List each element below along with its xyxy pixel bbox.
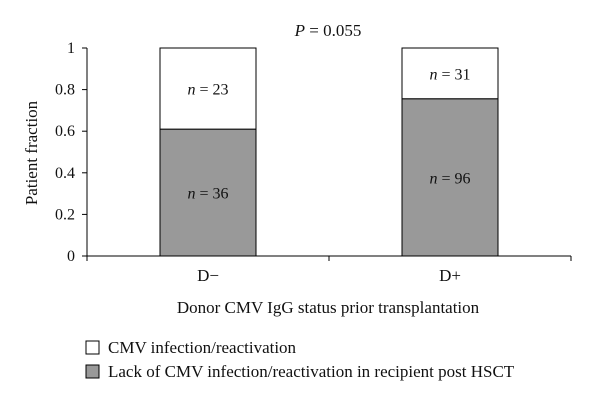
y-tick-label: 1 (67, 40, 75, 57)
bar-segment (401, 98, 499, 257)
y-tick-label: 0 (67, 248, 75, 265)
legend: CMV infection/reactivation Lack of CMV in… (85, 338, 515, 381)
bar-count-label: n = 96 (429, 170, 470, 187)
x-axis-ticks: D− D+ (86, 256, 572, 285)
bar-count-label: n = 23 (187, 82, 228, 99)
y-tick-label: 0.6 (55, 123, 75, 140)
p-value-text: = 0.055 (305, 21, 361, 40)
p-value-annotation: P = 0.055 (294, 21, 362, 40)
y-axis-ticks: 0 0.2 0.4 0.6 0.8 1 (55, 40, 87, 265)
x-axis-label: Donor CMV IgG status prior transplantati… (177, 298, 480, 317)
y-tick-label: 0.8 (55, 82, 75, 99)
x-tick-label: D− (197, 266, 219, 285)
bar-count-label: n = 31 (429, 66, 470, 83)
y-axis-label: Patient fraction (22, 100, 41, 205)
y-tick-label: 0.2 (55, 206, 75, 223)
bar-count-label: n = 36 (187, 186, 228, 203)
bar-segment (159, 47, 257, 130)
legend-swatch (85, 364, 100, 379)
p-symbol: P (294, 21, 305, 40)
legend-swatch (85, 340, 100, 355)
bar-labels: n = 36 n = 23 n = 96 n = 31 (187, 66, 470, 202)
bars (159, 47, 499, 257)
y-tick-label: 0.4 (55, 165, 75, 182)
x-tick-label: D+ (439, 266, 461, 285)
legend-label: CMV infection/reactivation (108, 338, 297, 357)
legend-label: Lack of CMV infection/reactivation in re… (108, 362, 515, 381)
bar-segment (401, 47, 499, 100)
